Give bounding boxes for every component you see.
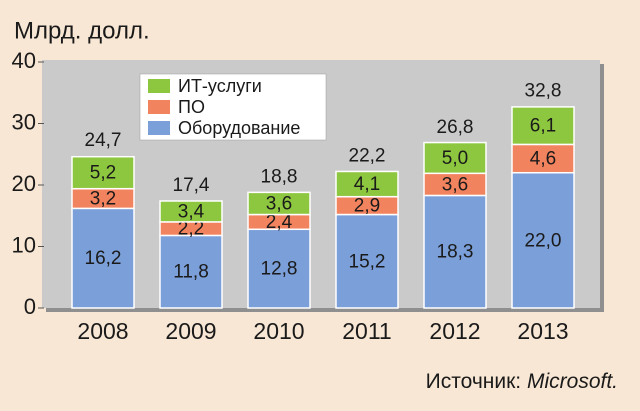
- bar-segment: [71, 207, 135, 309]
- x-tick-label: 2010: [253, 318, 304, 344]
- bar-segment: [159, 234, 223, 309]
- x-tick-label: 2011: [342, 318, 391, 344]
- x-tick-label: 2012: [429, 318, 480, 344]
- x-tick-label: 2009: [165, 318, 216, 344]
- legend-swatch: [148, 100, 170, 114]
- value-label: 5,2: [90, 163, 116, 184]
- total-label: 24,7: [85, 130, 122, 151]
- y-tick-label: 0: [24, 294, 36, 319]
- total-label: 32,8: [525, 80, 562, 101]
- value-label: 2,4: [266, 212, 293, 233]
- source-prefix: Источник:: [426, 370, 521, 393]
- legend-swatch: [148, 79, 170, 93]
- bar-segment: [511, 106, 575, 146]
- y-tick-label: 30: [12, 109, 36, 134]
- bar-segment: [335, 213, 399, 309]
- value-label: 6,1: [530, 116, 556, 137]
- bar-segment: [159, 200, 223, 223]
- bar-segment: [335, 170, 399, 198]
- bar-segment: [71, 155, 135, 190]
- total-label: 26,8: [437, 117, 474, 138]
- bar-segment: [423, 194, 487, 309]
- value-label: 11,8: [173, 262, 209, 283]
- y-tick-label: 20: [12, 171, 36, 196]
- legend-box: [139, 73, 327, 141]
- legend-swatch: [148, 121, 170, 135]
- y-tick-label: 10: [12, 232, 36, 257]
- value-label: 16,2: [85, 248, 122, 269]
- bar-segment: [423, 141, 487, 175]
- y-axis-label: Млрд. долл.: [14, 17, 150, 44]
- bar-segment: [511, 143, 575, 174]
- value-label: 3,4: [178, 201, 205, 222]
- y-tick-label: 40: [12, 48, 36, 73]
- bar-segment: [247, 228, 311, 309]
- source-name: Microsoft.: [527, 370, 618, 393]
- legend-label: ИТ-услуги: [178, 76, 262, 96]
- value-label: 5,0: [442, 148, 468, 169]
- total-label: 17,4: [173, 175, 210, 196]
- value-label: 22,0: [525, 230, 562, 251]
- x-tick-label: 2008: [77, 318, 128, 344]
- bar-segment: [247, 191, 311, 216]
- value-label: 3,6: [442, 174, 468, 195]
- total-label: 22,2: [349, 145, 386, 166]
- source: Источник: Microsoft.: [426, 370, 618, 393]
- value-label: 4,1: [354, 174, 380, 195]
- legend-label: ПО: [178, 97, 205, 117]
- value-label: 4,6: [530, 149, 556, 170]
- value-label: 2,9: [354, 196, 380, 217]
- value-label: 2,2: [178, 219, 204, 240]
- value-label: 15,2: [349, 251, 386, 272]
- value-label: 3,2: [90, 189, 116, 210]
- value-label: 12,8: [261, 259, 298, 280]
- legend-label: Оборудование: [178, 118, 300, 138]
- x-tick-label: 2013: [517, 318, 568, 344]
- value-label: 18,3: [437, 242, 474, 263]
- value-label: 3,6: [266, 193, 292, 214]
- total-label: 18,8: [261, 166, 298, 187]
